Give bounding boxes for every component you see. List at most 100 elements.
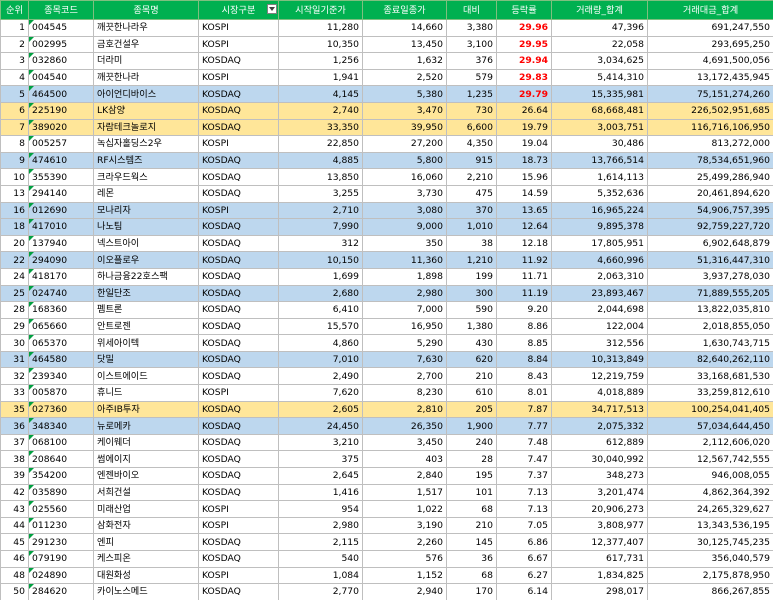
cell-name[interactable]: 하나금융22호스팩 <box>93 267 199 286</box>
cell-start-price[interactable]: 2,115 <box>278 533 363 551</box>
cell-rank[interactable]: 39 <box>0 467 29 485</box>
cell-start-price[interactable]: 15,570 <box>278 317 363 336</box>
cell-market[interactable]: KOSDAQ <box>198 350 279 369</box>
cell-market[interactable]: KOSDAQ <box>198 234 279 253</box>
cell-rate[interactable]: 15.96 <box>496 168 552 186</box>
cell-market[interactable]: KOSDAQ <box>198 400 279 419</box>
cell-rate[interactable]: 6.27 <box>496 566 552 585</box>
cell-amount[interactable]: 20,461,894,620 <box>647 184 773 203</box>
cell-code[interactable]: 002995 <box>28 35 94 54</box>
cell-name[interactable]: 이오플로우 <box>93 251 199 269</box>
cell-code[interactable]: 079190 <box>28 550 94 568</box>
cell-rank[interactable]: 36 <box>0 417 29 435</box>
cell-rank[interactable]: 30 <box>0 334 29 352</box>
header-volume[interactable]: 거래량_합계 <box>551 0 648 20</box>
cell-diff[interactable]: 620 <box>446 350 497 369</box>
cell-rank[interactable]: 10 <box>0 168 29 186</box>
cell-name[interactable]: 서희건설 <box>93 483 199 502</box>
cell-volume[interactable]: 34,717,513 <box>551 400 648 419</box>
cell-rate[interactable]: 7.77 <box>496 417 552 435</box>
cell-diff[interactable]: 101 <box>446 483 497 502</box>
cell-code[interactable]: 011230 <box>28 516 94 535</box>
cell-end-price[interactable]: 9,000 <box>362 218 447 236</box>
cell-amount[interactable]: 4,691,500,056 <box>647 52 773 70</box>
cell-rank[interactable]: 16 <box>0 201 29 220</box>
cell-volume[interactable]: 2,075,332 <box>551 417 648 435</box>
cell-rank[interactable]: 4 <box>0 68 29 87</box>
cell-end-price[interactable]: 2,840 <box>362 467 447 485</box>
cell-market[interactable]: KOSPI <box>198 135 279 153</box>
cell-rate[interactable]: 7.87 <box>496 400 552 419</box>
cell-rank[interactable]: 43 <box>0 500 29 518</box>
cell-name[interactable]: 금호건설우 <box>93 35 199 54</box>
cell-name[interactable]: 엔피 <box>93 533 199 551</box>
cell-code[interactable]: 004540 <box>28 68 94 87</box>
cell-start-price[interactable]: 4,145 <box>278 85 363 103</box>
cell-diff[interactable]: 68 <box>446 566 497 585</box>
cell-volume[interactable]: 3,003,751 <box>551 118 648 137</box>
cell-end-price[interactable]: 1,022 <box>362 500 447 518</box>
cell-code[interactable]: 294090 <box>28 251 94 269</box>
cell-market[interactable]: KOSDAQ <box>198 218 279 236</box>
cell-amount[interactable]: 33,168,681,530 <box>647 367 773 386</box>
cell-name[interactable]: 썸에이지 <box>93 450 199 469</box>
cell-diff[interactable]: 1,010 <box>446 218 497 236</box>
cell-code[interactable]: 065370 <box>28 334 94 352</box>
cell-diff[interactable]: 475 <box>446 184 497 203</box>
cell-rank[interactable]: 32 <box>0 367 29 386</box>
cell-market[interactable]: KOSDAQ <box>198 151 279 170</box>
cell-diff[interactable]: 28 <box>446 450 497 469</box>
cell-code[interactable]: 294140 <box>28 184 94 203</box>
cell-volume[interactable]: 12,219,759 <box>551 367 648 386</box>
cell-rate[interactable]: 12.64 <box>496 218 552 236</box>
cell-volume[interactable]: 298,017 <box>551 583 648 600</box>
cell-rate[interactable]: 8.84 <box>496 350 552 369</box>
cell-amount[interactable]: 71,889,555,205 <box>647 284 773 303</box>
cell-amount[interactable]: 25,499,286,940 <box>647 168 773 186</box>
cell-start-price[interactable]: 2,490 <box>278 367 363 386</box>
cell-end-price[interactable]: 403 <box>362 450 447 469</box>
cell-start-price[interactable]: 2,680 <box>278 284 363 303</box>
cell-rate[interactable]: 8.85 <box>496 334 552 352</box>
cell-code[interactable]: 354200 <box>28 467 94 485</box>
cell-market[interactable]: KOSDAQ <box>198 483 279 502</box>
cell-amount[interactable]: 13,822,035,810 <box>647 301 773 319</box>
cell-diff[interactable]: 1,380 <box>446 317 497 336</box>
cell-start-price[interactable]: 24,450 <box>278 417 363 435</box>
cell-volume[interactable]: 617,731 <box>551 550 648 568</box>
cell-code[interactable]: 418170 <box>28 267 94 286</box>
cell-rank[interactable]: 18 <box>0 218 29 236</box>
cell-end-price[interactable]: 2,980 <box>362 284 447 303</box>
cell-code[interactable]: 284620 <box>28 583 94 600</box>
cell-rate[interactable]: 11.71 <box>496 267 552 286</box>
cell-rank[interactable]: 42 <box>0 483 29 502</box>
cell-diff[interactable]: 205 <box>446 400 497 419</box>
cell-rank[interactable]: 5 <box>0 85 29 103</box>
cell-start-price[interactable]: 6,410 <box>278 301 363 319</box>
cell-start-price[interactable]: 22,850 <box>278 135 363 153</box>
cell-end-price[interactable]: 3,450 <box>362 433 447 452</box>
cell-rate[interactable]: 11.19 <box>496 284 552 303</box>
header-diff[interactable]: 대비 <box>446 0 497 20</box>
cell-diff[interactable]: 36 <box>446 550 497 568</box>
cell-end-price[interactable]: 3,080 <box>362 201 447 220</box>
cell-rank[interactable]: 7 <box>0 118 29 137</box>
cell-amount[interactable]: 33,259,812,610 <box>647 384 773 402</box>
cell-rank[interactable]: 35 <box>0 400 29 419</box>
cell-name[interactable]: 아주IB투자 <box>93 400 199 419</box>
cell-volume[interactable]: 15,335,981 <box>551 85 648 103</box>
cell-end-price[interactable]: 1,517 <box>362 483 447 502</box>
cell-start-price[interactable]: 3,210 <box>278 433 363 452</box>
header-end-price[interactable]: 종료일종가 <box>362 0 447 20</box>
cell-name[interactable]: 휴니드 <box>93 384 199 402</box>
cell-name[interactable]: 삼화전자 <box>93 516 199 535</box>
cell-end-price[interactable]: 1,152 <box>362 566 447 585</box>
cell-end-price[interactable]: 3,470 <box>362 101 447 120</box>
cell-amount[interactable]: 51,316,447,310 <box>647 251 773 269</box>
header-market[interactable]: 시장구분 <box>198 0 279 20</box>
cell-market[interactable]: KOSDAQ <box>198 317 279 336</box>
cell-name[interactable]: 케스피온 <box>93 550 199 568</box>
cell-volume[interactable]: 348,273 <box>551 467 648 485</box>
cell-volume[interactable]: 3,034,625 <box>551 52 648 70</box>
cell-start-price[interactable]: 540 <box>278 550 363 568</box>
